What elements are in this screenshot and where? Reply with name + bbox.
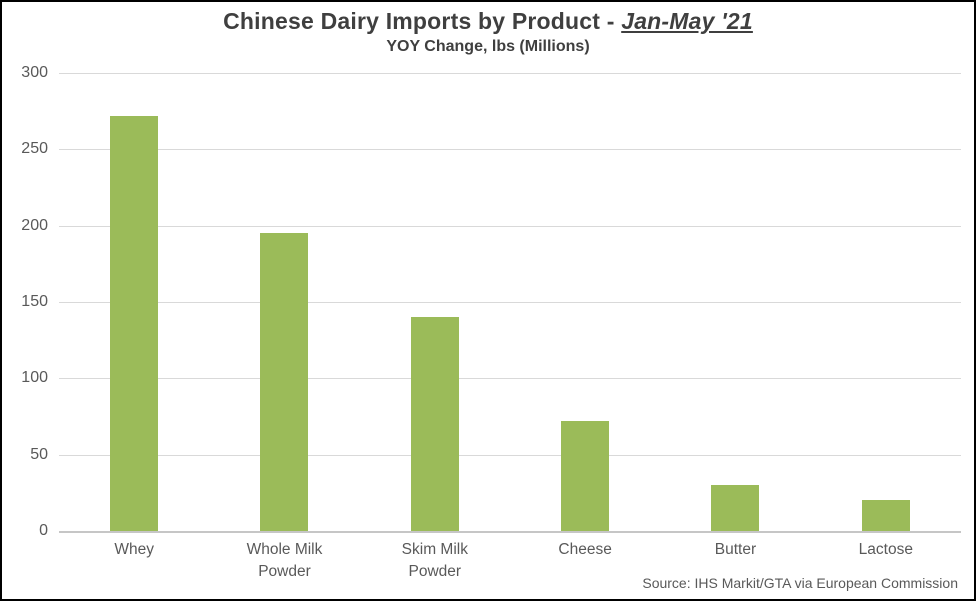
- y-tick-label: 300: [21, 64, 48, 81]
- category-label-text: Whole Milk Powder: [246, 541, 323, 580]
- bar-column: [811, 73, 961, 531]
- bar-column: [59, 73, 209, 531]
- y-tick-label: 200: [21, 216, 48, 234]
- category-label: Cheese: [510, 539, 660, 583]
- y-tick-label: 100: [21, 369, 48, 387]
- y-tick-label: 150: [21, 293, 48, 310]
- gridline: [59, 225, 961, 227]
- chart-subtitle: YOY Change, lbs (Millions): [386, 38, 590, 55]
- bar-butter: [711, 485, 760, 531]
- source-note: Source: IHS Markit/GTA via European Comm…: [642, 575, 958, 591]
- y-tick-label: 250: [21, 140, 48, 158]
- gridline: [59, 149, 961, 151]
- title-block: Chinese Dairy Imports by Product - Jan-M…: [2, 8, 974, 56]
- bar-skim-milk-powder: [410, 317, 459, 531]
- bar-column: [660, 73, 810, 531]
- gridline: [59, 378, 961, 380]
- plot-area: [59, 73, 961, 533]
- category-label: Skim Milk Powder: [360, 539, 510, 583]
- category-label-text: Whey: [114, 541, 154, 558]
- category-label-text: Skim Milk Powder: [401, 541, 468, 580]
- category-label: Whey: [59, 539, 209, 583]
- gridline: [59, 302, 961, 303]
- bar-column: [510, 73, 660, 531]
- chart-title: Chinese Dairy Imports by Product - Jan-M…: [2, 8, 974, 35]
- gridline: [59, 454, 961, 456]
- bar-lactose: [861, 500, 910, 531]
- category-label: Whole Milk Powder: [209, 539, 359, 583]
- x-axis-line: [59, 531, 961, 533]
- chart-title-main: Chinese Dairy Imports by Product -: [223, 8, 622, 34]
- y-tick-label: 0: [39, 522, 48, 539]
- bar-whey: [110, 115, 159, 531]
- y-tick-label: 50: [30, 445, 48, 463]
- gridline: [59, 73, 961, 74]
- category-label-text: Cheese: [558, 541, 612, 558]
- category-label: Lactose: [811, 539, 961, 583]
- category-label-text: Lactose: [858, 541, 913, 558]
- category-label: Butter: [660, 539, 810, 583]
- category-label-text: Butter: [714, 541, 757, 558]
- x-axis-labels: Whey Whole Milk Powder Skim Milk Powder Che…: [59, 539, 961, 583]
- chart-title-date: Jan-May '21: [621, 8, 753, 34]
- bar-column: [360, 73, 510, 531]
- bar-cheese: [561, 421, 610, 531]
- bars-layer: [59, 73, 961, 531]
- bar-column: [209, 73, 359, 531]
- bar-whole-milk-powder: [260, 233, 309, 531]
